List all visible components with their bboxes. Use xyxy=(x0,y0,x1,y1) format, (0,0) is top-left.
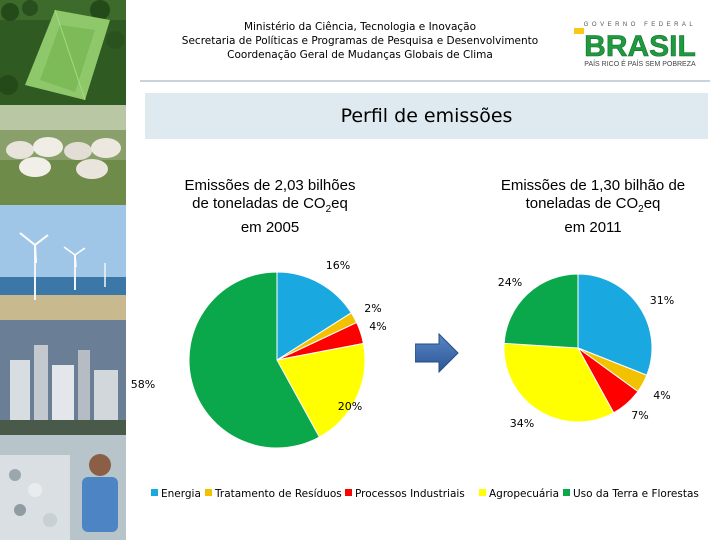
photo-industrial-plant xyxy=(0,320,126,435)
pie-slice-2005-agropecuaria xyxy=(276,342,366,438)
legend-label: Energia xyxy=(161,488,201,500)
chart-title-2005-line2a: de toneladas de CO xyxy=(192,195,326,212)
header: Ministério da Ciência, Tecnologia e Inov… xyxy=(140,20,580,62)
pie-slice-2005-uso-da-terra-e-florestas xyxy=(188,271,321,449)
pie-label-2011-processos-industriais: 7% xyxy=(631,409,648,422)
legend-swatch xyxy=(205,489,212,496)
pie-slice-2005-energia xyxy=(276,271,352,361)
chart-title-2011-line2a: toneladas de CO xyxy=(525,195,639,212)
header-divider xyxy=(140,80,710,82)
pie-label-2005-agropecuaria: 20% xyxy=(338,400,362,413)
legend-label: Processos Industriais xyxy=(355,488,465,500)
chart-title-2005-line2b: eq xyxy=(331,195,348,212)
legend-swatch xyxy=(563,489,570,496)
logo-tagline: PAÍS RICO É PAÍS SEM POBREZA xyxy=(584,59,696,68)
pie-label-2011-tratamento-de-residuos: 4% xyxy=(653,389,670,402)
chart-title-2005-line1: Emissões de 2,03 bilhões xyxy=(184,177,356,194)
chart-title-2005: Emissões de 2,03 bilhões de toneladas de… xyxy=(150,177,390,237)
logo-word: BRASIL xyxy=(584,30,696,63)
logo-top-text: GOVERNO FEDERAL xyxy=(584,22,697,28)
pie-label-2011-agropecuaria: 34% xyxy=(510,417,534,430)
legend-label: Uso da Terra e Florestas xyxy=(573,488,699,500)
photo-cattle xyxy=(0,105,126,205)
legend-item-agropecuaria: Agropecuária xyxy=(479,488,559,502)
pie-label-2005-tratamento-de-residuos: 2% xyxy=(364,302,381,315)
brasil-logo: GOVERNO FEDERAL BRASIL PAÍS RICO É PAÍS … xyxy=(574,22,697,68)
ministry-name: Ministério da Ciência, Tecnologia e Inov… xyxy=(243,21,477,33)
photo-strip xyxy=(0,0,126,540)
legend-label: Agropecuária xyxy=(489,488,560,500)
legend-item-energia: Energia xyxy=(151,488,201,502)
chart-title-2011-line3: em 2011 xyxy=(564,219,622,236)
pie-label-2005-uso-da-terra-e-florestas: 58% xyxy=(131,378,155,391)
photo-wind-turbines xyxy=(0,205,126,320)
legend-item-residuos: Tratamento de Resíduos xyxy=(205,488,342,502)
legend-item-industriais: Processos Industriais xyxy=(345,488,465,502)
chart-title-2011-line2b: eq xyxy=(643,195,661,212)
chart-title-2005-sub: 2 xyxy=(325,204,332,215)
pie-label-2005-processos-industriais: 4% xyxy=(369,320,386,333)
pie-chart-2005: 16% 2% 4% 20% 58% xyxy=(131,259,387,449)
coordination-name: Coordenação Geral de Mudanças Globais de… xyxy=(227,49,493,61)
pie-slice-2011-uso-da-terra-e-florestas xyxy=(503,273,579,349)
chart-title-2011-line1: Emissões de 1,30 bilhão de xyxy=(500,177,686,194)
photo-recycling-worker xyxy=(0,435,126,540)
pie-slice-2011-energia xyxy=(577,273,653,376)
legend-item-uso-da-terra: Uso da Terra e Florestas xyxy=(563,488,699,502)
chart-title-2011-sub: 2 xyxy=(638,204,644,215)
legend-label: Tratamento de Resíduos xyxy=(215,488,342,500)
pie-label-2011-energia: 31% xyxy=(650,294,674,307)
title-banner: Perfil de emissões xyxy=(145,93,708,139)
legend: Energia Tratamento de Resíduos Processos… xyxy=(143,488,713,502)
pie-label-2005-energia: 16% xyxy=(326,259,350,272)
legend-swatch xyxy=(151,489,158,496)
pie-chart-2011: 31% 4% 7% 34% 24% xyxy=(498,273,674,430)
chart-title-2011: Emissões de 1,30 bilhão de toneladas de … xyxy=(468,177,718,237)
arrow-right-icon xyxy=(415,333,459,373)
pie-label-2011-uso-da-terra-e-florestas: 24% xyxy=(498,276,522,289)
page-title: Perfil de emissões xyxy=(340,105,513,127)
pie-slice-2011-agropecuaria xyxy=(503,342,615,423)
photo-forest-field xyxy=(0,0,126,105)
secretariat-name: Secretaria de Políticas e Programas de P… xyxy=(181,35,539,47)
legend-swatch xyxy=(345,489,352,496)
chart-title-2005-line3: em 2005 xyxy=(240,219,300,236)
legend-swatch xyxy=(479,489,486,496)
